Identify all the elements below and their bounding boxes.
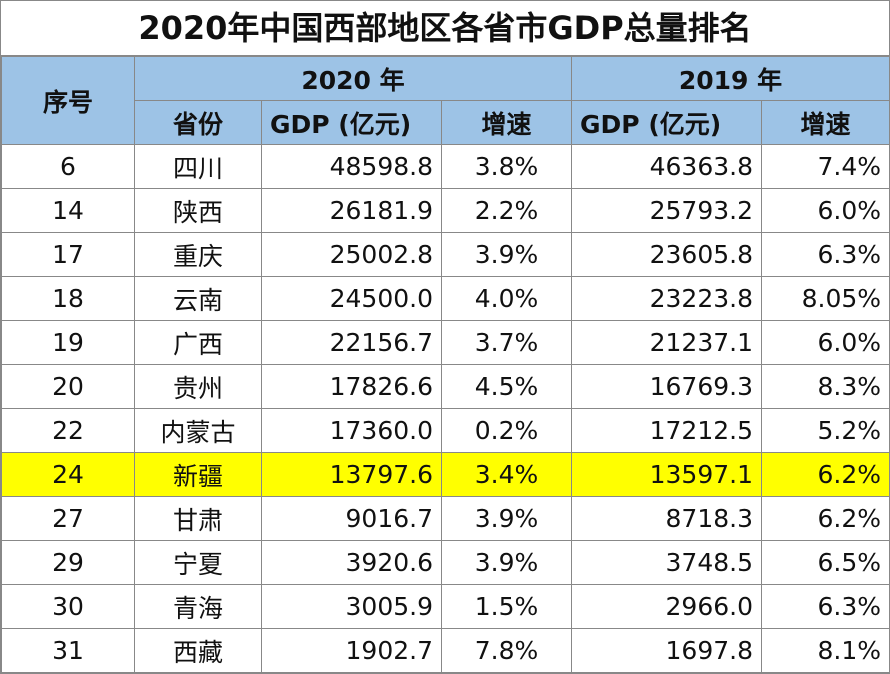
table-row: 31 西藏 1902.7 7.8% 1697.8 8.1%	[1, 628, 890, 673]
cell-rank: 24	[1, 452, 135, 497]
cell-growth2020: 3.9%	[440, 540, 573, 585]
cell-growth2019: 8.1%	[761, 628, 890, 673]
cell-rank: 18	[1, 276, 135, 321]
table-row: 19 广西 22156.7 3.7% 21237.1 6.0%	[1, 320, 890, 365]
cell-gdp2020: 3005.9	[261, 584, 442, 629]
cell-province: 陕西	[134, 188, 262, 233]
cell-province: 新疆	[134, 452, 262, 497]
cell-growth2019: 6.2%	[761, 496, 890, 541]
cell-growth2019: 6.3%	[761, 232, 890, 277]
cell-growth2019: 6.0%	[761, 188, 890, 233]
cell-rank: 17	[1, 232, 135, 277]
table-row: 27 甘肃 9016.7 3.9% 8718.3 6.2%	[1, 496, 890, 541]
cell-province: 广西	[134, 320, 262, 365]
cell-gdp2020: 3920.6	[261, 540, 442, 585]
cell-province: 贵州	[134, 364, 262, 409]
table-row: 20 贵州 17826.6 4.5% 16769.3 8.3%	[1, 364, 890, 409]
cell-province: 内蒙古	[134, 408, 262, 453]
cell-gdp2019: 21237.1	[571, 320, 763, 365]
table-row: 17 重庆 25002.8 3.9% 23605.8 6.3%	[1, 232, 890, 277]
header-year-2020: 2020 年	[133, 56, 573, 101]
cell-growth2020: 4.0%	[440, 276, 573, 321]
cell-growth2020: 0.2%	[440, 408, 573, 453]
cell-gdp2020: 25002.8	[261, 232, 442, 277]
header-gdp-2020: GDP (亿元)	[261, 100, 442, 145]
cell-province: 西藏	[134, 628, 262, 673]
gdp-table: 序号 2020 年 2019 年 省份 GDP (亿元) 增速 GDP (亿元)…	[1, 56, 890, 673]
cell-gdp2019: 13597.1	[571, 452, 763, 497]
cell-growth2019: 5.2%	[761, 408, 890, 453]
cell-growth2019: 6.5%	[761, 540, 890, 585]
cell-growth2019: 7.4%	[761, 144, 890, 189]
header-growth-2019: 增速	[761, 100, 890, 145]
cell-rank: 20	[1, 364, 135, 409]
cell-rank: 22	[1, 408, 135, 453]
cell-rank: 30	[1, 584, 135, 629]
cell-gdp2020: 22156.7	[261, 320, 442, 365]
page-title: 2020年中国西部地区各省市GDP总量排名	[1, 1, 889, 56]
cell-gdp2020: 24500.0	[261, 276, 442, 321]
cell-growth2020: 4.5%	[440, 364, 573, 409]
cell-growth2020: 2.2%	[440, 188, 573, 233]
table-row: 29 宁夏 3920.6 3.9% 3748.5 6.5%	[1, 540, 890, 585]
header-growth-2020: 增速	[440, 100, 573, 145]
cell-rank: 27	[1, 496, 135, 541]
cell-gdp2020: 9016.7	[261, 496, 442, 541]
cell-gdp2019: 46363.8	[571, 144, 763, 189]
cell-growth2020: 3.8%	[440, 144, 573, 189]
cell-growth2019: 8.3%	[761, 364, 890, 409]
header-rank: 序号	[1, 56, 135, 145]
cell-growth2020: 3.4%	[440, 452, 573, 497]
cell-province: 宁夏	[134, 540, 262, 585]
table-row: 22 内蒙古 17360.0 0.2% 17212.5 5.2%	[1, 408, 890, 453]
table-row: 24 新疆 13797.6 3.4% 13597.1 6.2%	[1, 452, 890, 497]
cell-gdp2020: 48598.8	[261, 144, 442, 189]
cell-growth2020: 1.5%	[440, 584, 573, 629]
cell-rank: 29	[1, 540, 135, 585]
header-gdp-2019: GDP (亿元)	[571, 100, 763, 145]
cell-province: 甘肃	[134, 496, 262, 541]
cell-growth2020: 3.9%	[440, 232, 573, 277]
cell-gdp2019: 1697.8	[571, 628, 763, 673]
table-row: 30 青海 3005.9 1.5% 2966.0 6.3%	[1, 584, 890, 629]
cell-province: 云南	[134, 276, 262, 321]
cell-gdp2019: 23605.8	[571, 232, 763, 277]
cell-growth2019: 6.2%	[761, 452, 890, 497]
cell-gdp2019: 23223.8	[571, 276, 763, 321]
cell-growth2019: 8.05%	[761, 276, 890, 321]
cell-rank: 31	[1, 628, 135, 673]
cell-growth2020: 3.9%	[440, 496, 573, 541]
cell-rank: 6	[1, 144, 135, 189]
cell-gdp2019: 17212.5	[571, 408, 763, 453]
table-row: 14 陕西 26181.9 2.2% 25793.2 6.0%	[1, 188, 890, 233]
table-row: 6 四川 48598.8 3.8% 46363.8 7.4%	[1, 144, 890, 189]
cell-growth2020: 3.7%	[440, 320, 573, 365]
cell-gdp2019: 3748.5	[571, 540, 763, 585]
cell-gdp2020: 1902.7	[261, 628, 442, 673]
cell-rank: 19	[1, 320, 135, 365]
cell-gdp2020: 26181.9	[261, 188, 442, 233]
cell-growth2019: 6.3%	[761, 584, 890, 629]
cell-rank: 14	[1, 188, 135, 233]
cell-gdp2020: 17826.6	[261, 364, 442, 409]
cell-province: 四川	[134, 144, 262, 189]
cell-province: 青海	[134, 584, 262, 629]
table-row: 18 云南 24500.0 4.0% 23223.8 8.05%	[1, 276, 890, 321]
cell-gdp2019: 16769.3	[571, 364, 763, 409]
cell-growth2020: 7.8%	[440, 628, 573, 673]
cell-gdp2019: 2966.0	[571, 584, 763, 629]
cell-growth2019: 6.0%	[761, 320, 890, 365]
cell-gdp2020: 17360.0	[261, 408, 442, 453]
cell-gdp2019: 25793.2	[571, 188, 763, 233]
cell-gdp2019: 8718.3	[571, 496, 763, 541]
cell-province: 重庆	[134, 232, 262, 277]
cell-gdp2020: 13797.6	[261, 452, 442, 497]
header-year-2019: 2019 年	[571, 56, 890, 101]
header-province: 省份	[134, 100, 262, 145]
